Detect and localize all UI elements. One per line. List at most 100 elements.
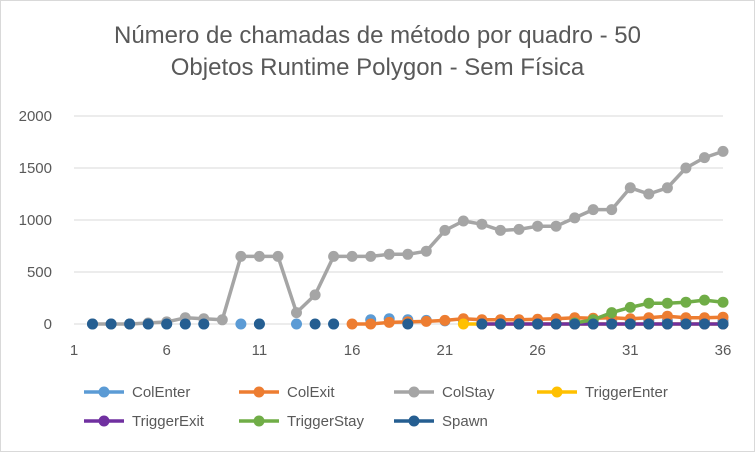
data-point-triggerstay [699,294,710,306]
data-point-spawn [661,318,673,330]
data-point-colstay [402,248,414,260]
data-point-spawn [643,318,655,330]
data-point-colexit [661,310,673,322]
data-point-spawn [476,318,488,330]
data-point-spawn [532,318,544,330]
legend-label-colstay: ColStay [442,384,495,401]
legend-label-triggerenter: TriggerEnter [585,384,668,401]
y-tick-label: 0 [44,316,52,333]
data-point-colstay [328,250,340,262]
legend-label-triggerexit: TriggerExit [132,413,205,430]
legend-label-spawn: Spawn [442,413,488,430]
data-point-spawn [87,318,98,330]
data-point-colstay [550,220,562,232]
data-point-spawn [179,318,191,330]
legend-marker-colenter [98,386,110,398]
y-tick-label: 2000 [19,108,52,125]
data-point-triggerstay [661,297,673,309]
x-tick-label: 11 [252,342,268,359]
data-point-spawn [309,318,321,330]
data-point-spawn [328,318,340,330]
data-point-colexit [383,316,395,328]
legend-label-colenter: ColEnter [132,384,190,401]
data-point-spawn [124,318,136,330]
data-point-spawn [606,318,618,330]
data-point-triggerstay [606,307,618,319]
data-point-triggerstay [643,297,655,309]
data-point-triggerenter [457,318,469,330]
data-point-spawn [624,318,636,330]
data-point-spawn [142,318,154,330]
data-point-spawn [495,318,506,330]
data-point-triggerstay [717,296,729,308]
data-point-spawn [587,318,599,330]
data-point-spawn [513,318,525,330]
data-point-spawn [198,318,210,330]
data-point-spawn [105,318,117,330]
x-tick-label: 1 [70,342,78,359]
data-point-colstay [680,162,692,174]
data-point-colstay [253,250,265,262]
data-point-spawn [699,318,710,330]
data-point-colstay [624,182,636,194]
y-tick-label: 1500 [19,160,52,177]
data-point-spawn [253,318,265,330]
data-point-colstay [457,215,469,227]
data-point-colstay [643,188,655,200]
data-point-colstay [513,223,525,235]
data-point-colstay [476,218,488,230]
data-point-colenter [291,318,302,330]
legend-marker-colstay [408,386,420,398]
data-point-colstay [216,314,228,326]
data-point-colexit [439,314,451,326]
data-point-colstay [587,204,599,216]
y-tick-label: 500 [27,264,52,281]
data-point-spawn [402,318,414,330]
data-point-colstay [309,289,321,301]
data-point-colstay [717,145,729,157]
legend-marker-triggerenter [551,386,563,398]
data-point-colstay [495,224,506,236]
data-point-spawn [161,318,173,330]
chart-title: Número de chamadas de método por quadro … [0,20,755,84]
x-tick-label: 31 [622,342,639,359]
data-point-colexit [365,318,377,330]
chart-title-line-2: Objetos Runtime Polygon - Sem Física [170,54,585,81]
data-point-colexit [346,318,358,330]
data-point-spawn [569,318,581,330]
data-point-colstay [365,250,377,262]
data-point-colstay [661,182,673,194]
data-point-colstay [569,212,581,224]
data-point-colstay [383,248,395,260]
data-point-colexit [420,315,432,327]
x-tick-label: 6 [163,342,171,359]
data-point-spawn [550,318,562,330]
legend-label-colexit: ColExit [287,384,335,401]
x-tick-label: 26 [529,342,546,359]
x-tick-label: 16 [344,342,361,359]
data-point-colenter [235,318,247,330]
data-point-colstay [291,307,302,319]
x-tick-label: 21 [437,342,454,359]
chart-title-line-1: Número de chamadas de método por quadro … [114,22,641,49]
legend-label-triggerstay: TriggerStay [287,413,364,430]
data-point-colstay [272,250,284,262]
x-tick-label: 36 [715,342,732,359]
data-point-triggerstay [624,301,636,313]
data-point-spawn [680,318,692,330]
data-point-spawn [717,318,729,330]
legend-marker-spawn [408,415,420,427]
data-point-colstay [420,245,432,257]
data-point-colstay [606,204,618,216]
legend-marker-colexit [253,386,265,398]
data-point-triggerstay [680,296,692,308]
data-point-colstay [235,250,247,262]
legend-marker-triggerstay [253,415,265,427]
data-point-colstay [532,220,544,232]
series-line-colstay [92,149,724,326]
data-point-colstay [439,224,451,236]
data-point-colstay [346,250,358,262]
legend-marker-triggerexit [98,415,110,427]
